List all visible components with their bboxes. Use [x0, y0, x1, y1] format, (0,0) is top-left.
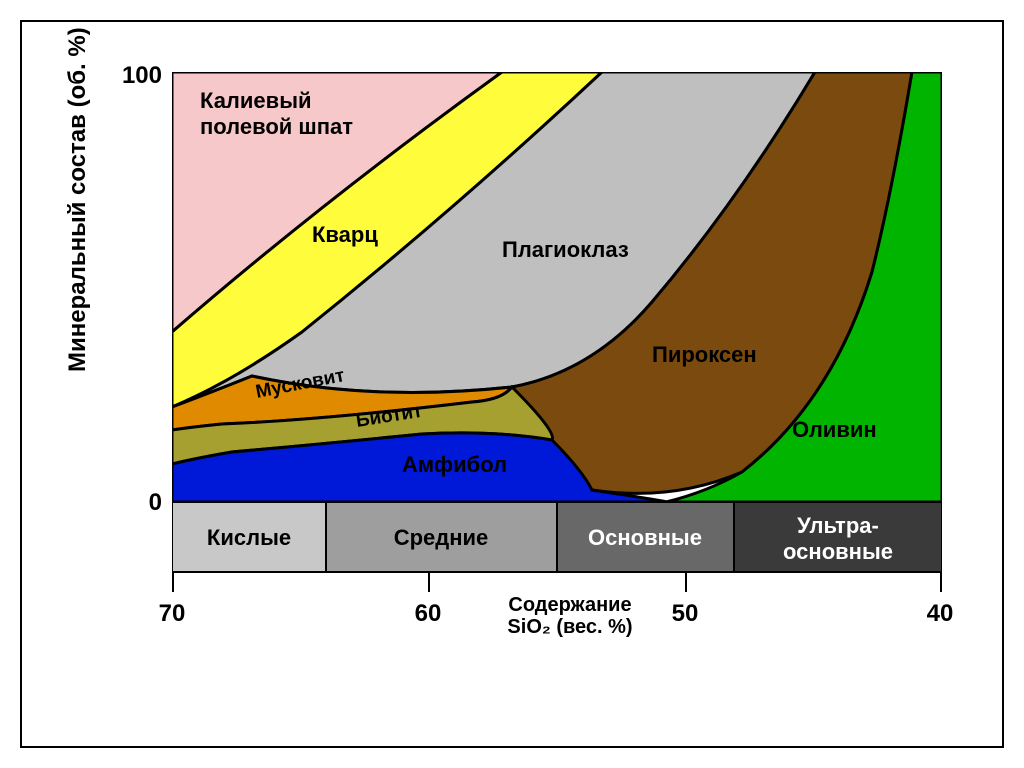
xtick-60: 60	[398, 600, 458, 628]
x-axis-label: Содержание SiO₂ (вес. %)	[490, 594, 650, 638]
label-pyroxene: Пироксен	[652, 342, 757, 367]
label-kfeldspar-l2: полевой шпат	[200, 114, 353, 139]
x-axis-label-l2: SiO₂ (вес. %)	[507, 616, 632, 638]
label-kfeldspar-l1: Калиевый	[200, 88, 312, 113]
ytick-100: 100	[102, 62, 162, 90]
xtick-mark-70	[172, 572, 174, 592]
class-band: Кислые Средние Основные Ультра- основные	[172, 502, 942, 572]
x-axis-label-l1: Содержание	[508, 594, 631, 616]
xtick-mark-50	[685, 572, 687, 592]
label-plagioclase: Плагиоклаз	[502, 237, 629, 262]
xtick-50: 50	[655, 600, 715, 628]
xtick-mark-60	[428, 572, 430, 592]
xtick-40: 40	[910, 600, 970, 628]
ytick-0: 0	[102, 489, 162, 517]
y-axis-label: Минеральный состав (об. %)	[64, 27, 92, 372]
class-label-3b: основные	[783, 539, 893, 564]
label-quartz: Кварц	[312, 222, 378, 247]
mineral-chart: Калиевый полевой шпат Кварц Плагиоклаз П…	[172, 72, 942, 592]
outer-frame: Минеральный состав (об. %) 100 0 Калиевы…	[20, 20, 1004, 748]
class-label-0: Кислые	[207, 525, 291, 550]
xtick-mark-40	[940, 572, 942, 592]
label-amphibole: Амфибол	[402, 452, 507, 477]
class-label-2: Основные	[588, 525, 702, 550]
label-olivine: Оливин	[792, 417, 877, 442]
class-label-3a: Ультра-	[797, 513, 879, 538]
class-label-1: Средние	[394, 525, 489, 550]
xtick-70: 70	[142, 600, 202, 628]
